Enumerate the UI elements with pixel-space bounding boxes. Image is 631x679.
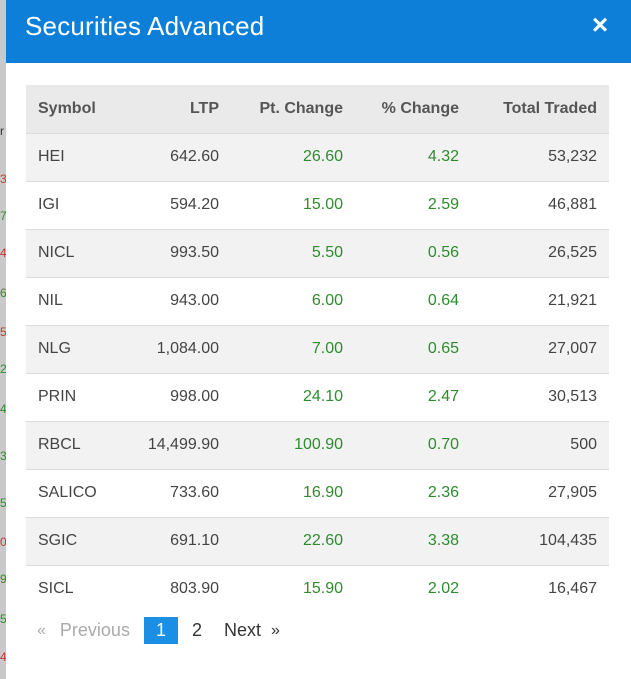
backdrop-digit: 0: [0, 535, 7, 549]
cell-ltp: 943.00: [126, 276, 231, 325]
cell-symbol: SICL: [26, 564, 126, 613]
backdrop-digit: r: [0, 124, 4, 138]
cell-symbol: NIL: [26, 276, 126, 325]
cell-total-traded: 53,232: [471, 132, 609, 181]
cell-pt-change: 7.00: [231, 324, 355, 373]
cell-pct-change: 0.70: [355, 420, 471, 469]
cell-symbol: IGI: [26, 180, 126, 229]
securities-advanced-modal: Securities Advanced × Symbol LTP Pt. Cha…: [6, 0, 631, 679]
table-row[interactable]: HEI 642.60 26.60 4.32 53,232: [26, 132, 609, 181]
cell-ltp: 998.00: [126, 372, 231, 421]
cell-pct-change: 0.64: [355, 276, 471, 325]
cell-symbol: SGIC: [26, 516, 126, 565]
cell-ltp: 14,499.90: [126, 420, 231, 469]
previous-arrow-icon: «: [37, 621, 46, 639]
securities-table: Symbol LTP Pt. Change % Change Total Tra…: [26, 85, 609, 613]
cell-pt-change: 22.60: [231, 516, 355, 565]
table-row[interactable]: RBCL 14,499.90 100.90 0.70 500: [26, 420, 609, 469]
cell-pt-change: 16.90: [231, 468, 355, 517]
previous-button: Previous: [59, 620, 130, 640]
table-header-row: Symbol LTP Pt. Change % Change Total Tra…: [26, 85, 609, 133]
backdrop-digit: 5: [0, 612, 7, 626]
modal-header: Securities Advanced ×: [6, 0, 631, 63]
cell-ltp: 1,084.00: [126, 324, 231, 373]
header-pct-change[interactable]: % Change: [355, 85, 471, 133]
backdrop-digit: 5: [0, 325, 7, 339]
next-button[interactable]: Next: [223, 620, 261, 640]
table-row[interactable]: PRIN 998.00 24.10 2.47 30,513: [26, 372, 609, 421]
cell-ltp: 733.60: [126, 468, 231, 517]
cell-total-traded: 21,921: [471, 276, 609, 325]
header-symbol[interactable]: Symbol: [26, 85, 126, 133]
cell-pt-change: 100.90: [231, 420, 355, 469]
cell-pct-change: 4.32: [355, 132, 471, 181]
page-1-button[interactable]: 1: [143, 617, 178, 644]
cell-symbol: RBCL: [26, 420, 126, 469]
backdrop-digit: 7: [0, 209, 7, 223]
cell-total-traded: 104,435: [471, 516, 609, 565]
cell-total-traded: 27,007: [471, 324, 609, 373]
header-pt-change[interactable]: Pt. Change: [231, 85, 355, 133]
backdrop-digit: 4: [0, 650, 7, 664]
cell-pt-change: 24.10: [231, 372, 355, 421]
backdrop-digit: 3: [0, 449, 7, 463]
cell-pt-change: 15.90: [231, 564, 355, 613]
cell-pct-change: 2.02: [355, 564, 471, 613]
cell-ltp: 803.90: [126, 564, 231, 613]
cell-pct-change: 3.38: [355, 516, 471, 565]
cell-total-traded: 26,525: [471, 228, 609, 277]
cell-total-traded: 500: [471, 420, 609, 469]
backdrop-digit: 6: [0, 286, 7, 300]
securities-table-wrap: Symbol LTP Pt. Change % Change Total Tra…: [26, 85, 609, 613]
backdrop-digit: 9: [0, 572, 7, 586]
page-backdrop: [0, 0, 7, 679]
table-row[interactable]: NLG 1,084.00 7.00 0.65 27,007: [26, 324, 609, 373]
cell-symbol: SALICO: [26, 468, 126, 517]
cell-pct-change: 2.36: [355, 468, 471, 517]
header-total-traded[interactable]: Total Traded: [471, 85, 609, 133]
cell-symbol: PRIN: [26, 372, 126, 421]
cell-pct-change: 2.47: [355, 372, 471, 421]
cell-total-traded: 27,905: [471, 468, 609, 517]
backdrop-digit: 4: [0, 246, 7, 260]
cell-pt-change: 26.60: [231, 132, 355, 181]
cell-symbol: NLG: [26, 324, 126, 373]
cell-ltp: 691.10: [126, 516, 231, 565]
cell-pct-change: 0.65: [355, 324, 471, 373]
close-icon[interactable]: ×: [591, 9, 609, 40]
pagination: « Previous 1 2 Next »: [37, 617, 280, 644]
cell-pt-change: 6.00: [231, 276, 355, 325]
backdrop-digit: 4: [0, 402, 7, 416]
cell-total-traded: 16,467: [471, 564, 609, 613]
table-row[interactable]: IGI 594.20 15.00 2.59 46,881: [26, 180, 609, 229]
backdrop-digit: 5: [0, 496, 7, 510]
cell-ltp: 642.60: [126, 132, 231, 181]
table-row[interactable]: SICL 803.90 15.90 2.02 16,467: [26, 564, 609, 613]
cell-symbol: NICL: [26, 228, 126, 277]
cell-pct-change: 0.56: [355, 228, 471, 277]
modal-title: Securities Advanced: [25, 11, 265, 41]
cell-ltp: 594.20: [126, 180, 231, 229]
header-ltp[interactable]: LTP: [126, 85, 231, 133]
cell-total-traded: 30,513: [471, 372, 609, 421]
table-row[interactable]: SGIC 691.10 22.60 3.38 104,435: [26, 516, 609, 565]
table-row[interactable]: NICL 993.50 5.50 0.56 26,525: [26, 228, 609, 277]
cell-pt-change: 5.50: [231, 228, 355, 277]
cell-total-traded: 46,881: [471, 180, 609, 229]
table-row[interactable]: SALICO 733.60 16.90 2.36 27,905: [26, 468, 609, 517]
table-body: HEI 642.60 26.60 4.32 53,232 IGI 594.20 15.00 2.…: [26, 132, 609, 613]
cell-symbol: HEI: [26, 132, 126, 181]
backdrop-digit: 3: [0, 172, 7, 186]
backdrop-digit: 2: [0, 362, 7, 376]
cell-pct-change: 2.59: [355, 180, 471, 229]
cell-pt-change: 15.00: [231, 180, 355, 229]
next-arrow-icon[interactable]: »: [270, 621, 280, 639]
table-row[interactable]: NIL 943.00 6.00 0.64 21,921: [26, 276, 609, 325]
page-2-button[interactable]: 2: [191, 620, 202, 640]
cell-ltp: 993.50: [126, 228, 231, 277]
